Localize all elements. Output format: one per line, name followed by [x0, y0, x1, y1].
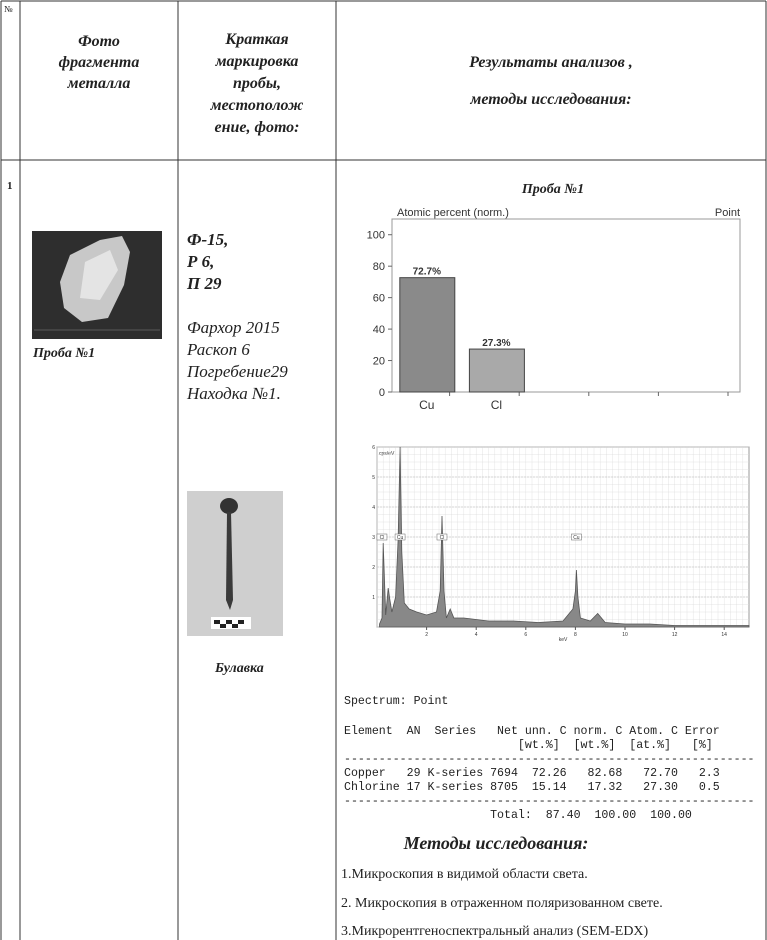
peak-label-box	[394, 533, 406, 541]
chart-corner-label: Point	[715, 207, 740, 219]
peak-label-box	[571, 533, 582, 541]
x-tick-label: 2	[425, 632, 428, 638]
spectrum-line	[379, 446, 750, 628]
x-tick-label: 10	[622, 632, 628, 638]
edx-line: [wt.%] [wt.%] [at.%] [%]	[344, 739, 713, 752]
x-tick-label: 12	[672, 632, 678, 638]
edx-line: Element AN Series Net unn. C norm. C Ato…	[344, 725, 720, 738]
header-results: Результаты анализов ,	[468, 54, 633, 71]
x-tick-label: Cl	[491, 398, 502, 412]
x-tick-label: 6	[524, 632, 527, 638]
sample-code: Ф-15,	[187, 230, 228, 249]
edx-title: Spectrum: Point	[344, 695, 448, 708]
edx-line: Chlorine 17 K-series 8705 15.14 17.32 27…	[344, 781, 720, 794]
x-tick-label: 4	[475, 632, 478, 638]
y-tick-label: 0	[379, 387, 385, 399]
y-tick-label: 6	[372, 445, 375, 451]
y-tick-label: 4	[372, 505, 375, 511]
x-axis-label: keV	[559, 637, 568, 643]
header-photo: металла	[67, 75, 131, 92]
header-marking: ение, фото:	[215, 119, 300, 136]
location: Находка №1.	[186, 384, 281, 403]
row-num: 1	[7, 180, 13, 192]
location: Раскоп 6	[186, 340, 250, 359]
chart-subtitle: Atomic percent (norm.)	[397, 207, 509, 219]
y-tick-label: 40	[373, 324, 385, 336]
chart-title: Проба №1	[521, 182, 584, 197]
y-tick-label: 20	[373, 356, 385, 368]
bar	[468, 348, 525, 393]
y-tick-label: 80	[373, 261, 385, 273]
header-num: №	[4, 4, 13, 14]
header-results: методы исследования:	[469, 91, 631, 108]
photo-caption: Проба №1	[32, 346, 95, 361]
header-marking: Краткая	[224, 31, 288, 48]
x-tick-label: 8	[574, 632, 577, 638]
method-item: 2. Микроскопия в отраженном поляризованн…	[341, 896, 663, 911]
header-marking: пробы,	[233, 75, 281, 92]
y-axis-label: cps/eV	[379, 451, 395, 457]
header-marking: местополож	[210, 97, 304, 114]
sample-photo	[32, 231, 162, 339]
item-caption: Булавка	[214, 661, 264, 676]
bar	[399, 277, 456, 393]
location: Погребение29	[186, 362, 288, 381]
y-tick-label: 60	[373, 293, 385, 305]
peak-label: Cu	[397, 535, 404, 541]
y-tick-label: 3	[372, 535, 375, 541]
y-tick-label: 2	[372, 565, 375, 571]
methods-title: Методы исследования:	[403, 833, 589, 853]
edx-line: Copper 29 K-series 7694 72.26 82.68 72.7…	[344, 767, 720, 780]
item-photo	[187, 491, 283, 636]
sample-code: П 29	[186, 274, 222, 293]
peak-label: Cl	[440, 535, 445, 541]
peak-label-box	[376, 533, 388, 541]
value-label: 27.3%	[482, 338, 510, 349]
peak-label: Cu	[573, 535, 580, 541]
plot-frame	[391, 218, 741, 393]
header-photo: Фото	[78, 33, 120, 50]
header-photo: фрагмента	[59, 54, 140, 71]
x-tick-label: 14	[721, 632, 727, 638]
peak-label: Cl	[380, 535, 385, 541]
sample-code: Р 6,	[186, 252, 214, 271]
y-tick-label: 1	[372, 595, 375, 601]
y-tick-label: 100	[367, 230, 385, 242]
method-item: 3.Микрорентгеноспектральный анализ (SEM-…	[341, 924, 649, 939]
x-tick-label: Cu	[419, 398, 434, 412]
y-tick-label: 5	[372, 475, 375, 481]
header-marking: маркировка	[215, 53, 299, 70]
value-label: 72.7%	[413, 267, 441, 278]
edx-line: ----------------------------------------…	[344, 753, 755, 766]
edx-line: Total: 87.40 100.00 100.00	[344, 809, 692, 822]
peak-label-box	[436, 533, 448, 541]
edx-line: ----------------------------------------…	[344, 795, 755, 808]
method-item: 1.Микроскопия в видимой области света.	[341, 867, 588, 882]
location: Фархор 2015	[187, 318, 280, 337]
